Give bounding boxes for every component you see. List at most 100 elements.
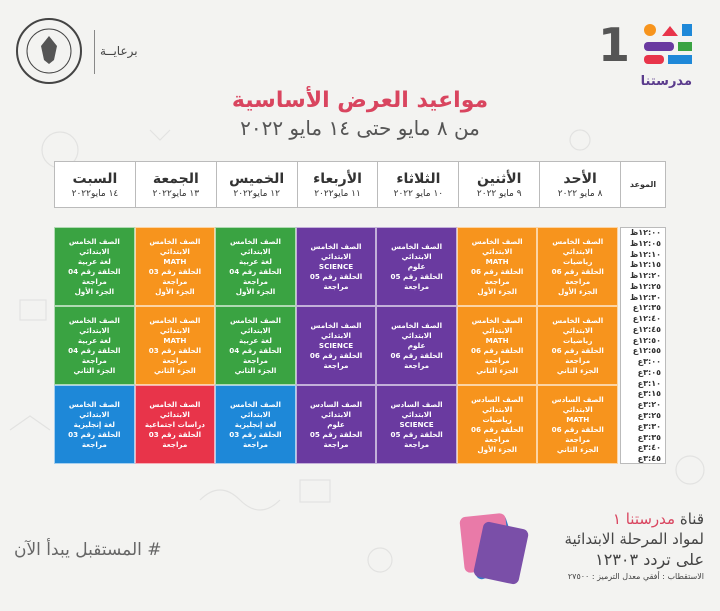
program-block: الصف الخامس الابتدائي رياضيات الحلقة رقم 0…: [537, 306, 618, 385]
program-line: لغة إنجليزية: [234, 419, 277, 429]
day-header-thursday: الخميس ١٢ مايو٢٠٢٢: [215, 161, 297, 208]
logo-number: 1: [597, 18, 630, 72]
program-line: الحلقة رقم 05 مراجعة: [390, 271, 443, 291]
program-line: رياضيات: [563, 335, 593, 345]
program-line: رياضيات: [482, 414, 512, 424]
program-line: الحلقة رقم 04 مراجعة: [229, 345, 282, 365]
program-line: الحلقة رقم 03 مراجعة: [229, 429, 282, 449]
program-block: الصف السادس الابتدائي SCIENCE الحلقة رقم 0…: [376, 385, 457, 464]
time-column-header: الموعد: [620, 161, 666, 208]
program-line: لغة عربية: [77, 256, 111, 266]
program-block: الصف الخامس الابتدائي لغة إنجليزية الحلقة …: [54, 385, 135, 464]
program-block: الصف الخامس الابتدائي علوم الحلقة رقم 06 م…: [376, 306, 457, 385]
program-line: الحلقة رقم 06 مراجعة: [471, 345, 524, 365]
time-slot: ٣:٤٠ع: [637, 443, 661, 453]
time-slot: ١٢:٠٥ظ: [629, 238, 661, 248]
program-block: الصف السادس الابتدائي MATH الحلقة رقم 06 م…: [537, 385, 618, 464]
program-line: علوم: [407, 340, 426, 350]
day-name: الأربعاء: [313, 170, 362, 187]
program-line: الحلقة رقم 04 مراجعة: [229, 266, 282, 286]
program-line: MATH: [485, 335, 509, 345]
program-line: الحلقة رقم 04 مراجعة: [68, 345, 121, 365]
madrasatna-logo-icon: [644, 24, 692, 64]
day-date: ١١ مايو٢٠٢٢: [314, 188, 361, 199]
day-date: ٩ مايو ٢٠٢٢: [476, 188, 522, 199]
program-line: الحلقة رقم 06 مراجعة: [551, 266, 604, 286]
devices-illustration: [459, 513, 529, 585]
day-date: ١٤ مايو٢٠٢٢: [71, 188, 119, 199]
program-line: الصف الخامس الابتدائي: [229, 315, 281, 335]
day-header-friday: الجمعة ١٣ مايو٢٠٢٢: [134, 161, 216, 208]
ministry-seal-logo: [16, 18, 82, 84]
program-line: الصف الخامس الابتدائي: [310, 320, 362, 340]
program-block: الصف الخامس الابتدائي لغة عربية الحلقة رقم…: [215, 306, 296, 385]
program-line: لغة عربية: [238, 256, 272, 266]
program-line: الصف الخامس الابتدائي: [471, 236, 523, 256]
program-line: الجزء الأول: [477, 444, 517, 454]
program-line: الصف الخامس الابتدائي: [68, 236, 120, 256]
program-line: الحلقة رقم 06 مراجعة: [551, 424, 604, 444]
day-name: السبت: [72, 170, 118, 187]
time-slot: ١٢:٠٠ظ: [629, 228, 661, 237]
program-line: الحلقة رقم 04 مراجعة: [68, 266, 121, 286]
program-line: الجزء الأول: [235, 286, 276, 296]
time-slot: ٣:٢٥ع: [637, 411, 661, 421]
schedule-table: الموعد الأحد ٨ مايو ٢٠٢٢ الأثنين ٩ مايو …: [54, 161, 666, 464]
program-line: الجزء الثاني: [556, 444, 599, 454]
program-line: الحلقة رقم 05 مراجعة: [390, 429, 443, 449]
program-line: الحلقة رقم 06 مراجعة: [551, 345, 604, 365]
channel-frequency: على تردد ١٢٣٠٣: [595, 550, 704, 569]
time-slot: ٣:٤٥ع: [637, 454, 661, 464]
program-line: الجزء الثاني: [73, 365, 116, 375]
program-block: الصف الخامس الابتدائي رياضيات الحلقة رقم 0…: [537, 227, 618, 306]
time-slot: ٣:٣٠ع: [637, 421, 661, 431]
program-line: الجزء الأول: [74, 286, 115, 296]
channel-logo: 1 مدرستنا: [582, 14, 702, 89]
time-slot: ١٢:٥٥ع: [632, 346, 661, 356]
program-line: الصف الخامس الابتدائي: [310, 241, 362, 261]
program-block: الصف الخامس الابتدائي MATH الحلقة رقم 03 م…: [134, 306, 216, 385]
channel-subtitle: لمواد المرحلة الابتدائية: [564, 530, 704, 548]
time-slot: ١٢:٥٠ع: [632, 335, 661, 345]
program-line: الحلقة رقم 06 مراجعة: [471, 266, 524, 286]
program-line: MATH: [163, 335, 187, 345]
time-slot: ١٢:١٥ظ: [629, 260, 661, 270]
program-line: MATH: [163, 256, 187, 266]
program-line: SCIENCE: [318, 261, 354, 271]
program-line: الصف الخامس الابتدائي: [68, 399, 120, 419]
channel-name: مدرستنا ١: [612, 510, 676, 528]
program-block: الصف الخامس الابتدائي لغة عربية الحلقة رقم…: [54, 227, 135, 306]
time-slot: ٣:٠٥ع: [637, 367, 661, 377]
logo-text: مدرستنا: [640, 74, 692, 89]
time-slot: ١٢:٣٥ع: [632, 303, 661, 313]
time-slot: ١٢:٣٠ظ: [629, 292, 661, 302]
program-line: SCIENCE: [318, 340, 354, 350]
program-line: لغة عربية: [77, 335, 111, 345]
program-block: الصف الخامس الابتدائي MATH الحلقة رقم 06 م…: [456, 306, 538, 385]
program-line: الصف الخامس الابتدائي: [229, 236, 281, 256]
program-block: الصف الخامس الابتدائي لغة عربية الحلقة رقم…: [54, 306, 135, 385]
program-line: الصف الخامس الابتدائي: [552, 236, 604, 256]
time-slot: ١٢:٤٥ع: [632, 324, 661, 334]
sponsor-label: برعايــة: [100, 44, 138, 58]
slogan: # المستقبل يبدأ الآن: [14, 540, 162, 560]
program-block: الصف الخامس الابتدائي MATH الحلقة رقم 03 م…: [134, 227, 216, 306]
day-name: الجمعة: [152, 170, 199, 187]
day-header-monday: الأثنين ٩ مايو ٢٠٢٢: [458, 161, 540, 208]
program-line: الصف الخامس الابتدائي: [471, 315, 523, 335]
program-line: الجزء الأول: [477, 286, 517, 296]
program-line: الصف الخامس الابتدائي: [391, 241, 443, 261]
program-line: الحلقة رقم 03 مراجعة: [148, 345, 202, 365]
time-slot: ١٢:١٠ظ: [629, 249, 661, 259]
time-slot: ١٢:٢٥ظ: [629, 281, 661, 291]
program-line: علوم: [407, 261, 426, 271]
program-line: الحلقة رقم 03 مراجعة: [148, 266, 202, 286]
program-line: الحلقة رقم 05 مراجعة: [309, 429, 363, 449]
time-slot: ٣:٣٥ع: [637, 432, 661, 442]
program-block: الصف الخامس الابتدائي علوم الحلقة رقم 05 م…: [376, 227, 457, 306]
time-slot: ١٢:٤٠ع: [632, 314, 661, 324]
program-line: الصف الخامس الابتدائي: [552, 315, 604, 335]
program-line: الصف الخامس الابتدائي: [149, 236, 201, 256]
program-line: الحلقة رقم 06 مراجعة: [309, 350, 363, 370]
header-divider: [94, 30, 95, 74]
